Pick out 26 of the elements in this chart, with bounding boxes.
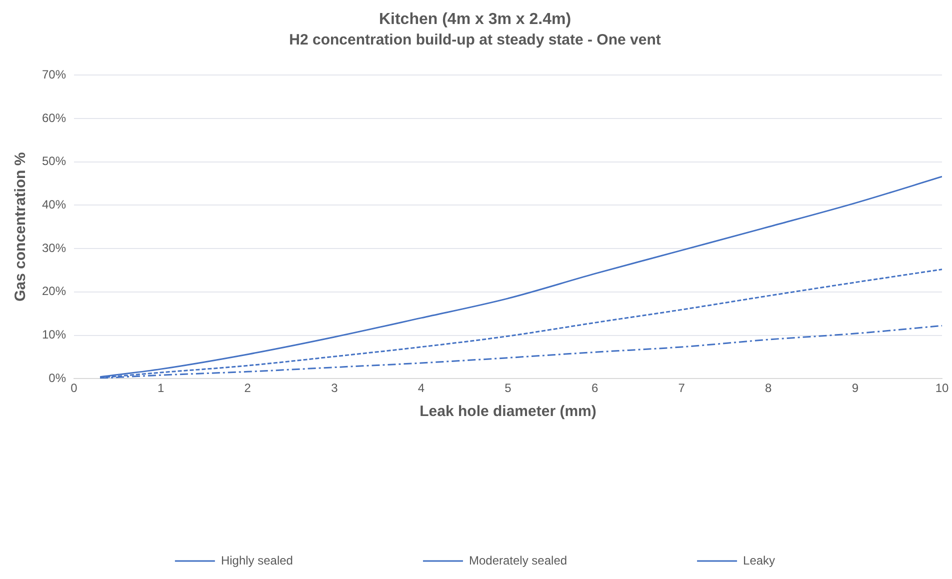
x-tick-label: 10 <box>935 381 949 396</box>
legend-label: Highly sealed <box>220 553 293 568</box>
y-tick-label: 70% <box>42 68 66 82</box>
chart-subtitle: H2 concentration build-up at steady state - One vent <box>289 31 661 48</box>
x-tick-label: 6 <box>591 381 598 396</box>
y-axis-title: Gas concentration % <box>12 152 30 302</box>
x-axis-title: Leak hole diameter (mm) <box>420 403 596 420</box>
legend-label: Leaky <box>743 553 776 568</box>
legend-label: Moderately sealed <box>468 553 568 568</box>
x-tick-label: 0 <box>70 381 78 396</box>
y-tick-label: 50% <box>42 154 66 168</box>
y-tick-label: 40% <box>42 198 66 212</box>
x-tick-label: 3 <box>331 381 338 396</box>
x-tick-label: 5 <box>504 381 512 396</box>
x-tick-label: 4 <box>418 381 425 396</box>
x-tick-label: 9 <box>852 381 859 396</box>
x-tick-label: 2 <box>244 381 252 396</box>
x-tick-label: 8 <box>765 381 772 396</box>
y-tick-label: 60% <box>42 110 66 125</box>
chart-title: Kitchen (4m x 3m x 2.4m) <box>378 11 572 28</box>
y-tick-label: 0% <box>48 370 66 385</box>
x-tick-label: 1 <box>157 381 164 396</box>
y-tick-label: 10% <box>42 328 66 342</box>
y-tick-label: 30% <box>42 240 66 255</box>
y-tick-label: 20% <box>42 284 66 298</box>
x-tick-label: 7 <box>678 381 686 396</box>
